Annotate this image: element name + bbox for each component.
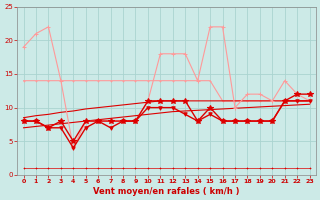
X-axis label: Vent moyen/en rafales ( km/h ): Vent moyen/en rafales ( km/h ): [93, 187, 240, 196]
